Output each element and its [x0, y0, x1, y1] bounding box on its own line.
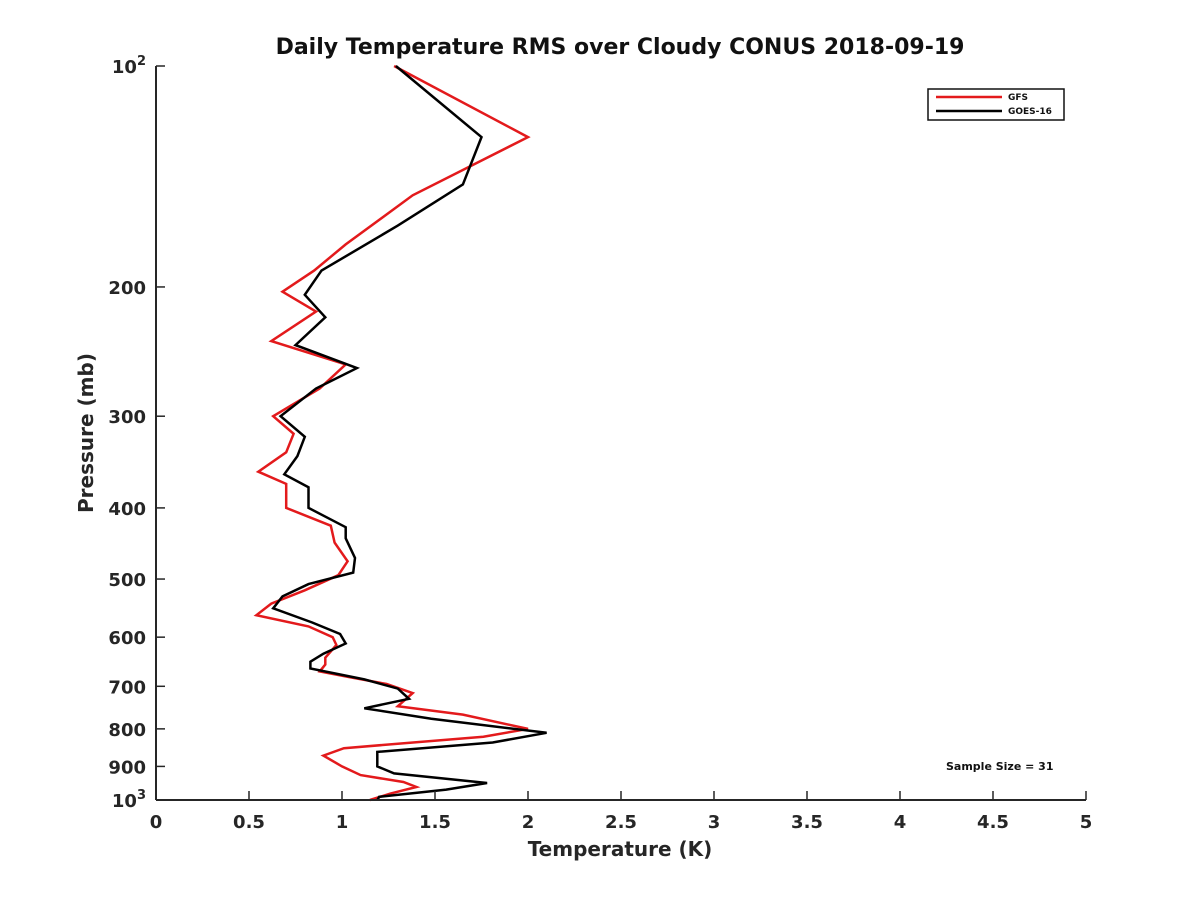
y-tick-label: 500 — [108, 570, 146, 591]
y-tick-label: 700 — [108, 677, 146, 698]
y-tick-label: 300 — [108, 407, 146, 428]
x-tick-label: 4.5 — [977, 812, 1009, 833]
x-tick-label: 0 — [150, 812, 163, 833]
series-line-gfs — [253, 64, 531, 802]
x-tick-label: 1.5 — [419, 812, 451, 833]
y-tick-label: 400 — [108, 499, 146, 520]
legend-label-goes16: GOES-16 — [1008, 107, 1052, 117]
y-tick-label: 102 — [112, 54, 146, 78]
y-tick-label: 200 — [108, 278, 146, 299]
series-layer — [253, 64, 547, 802]
x-tick-label: 1 — [336, 812, 349, 833]
x-tick-label: 2.5 — [605, 812, 637, 833]
x-tick-label: 3.5 — [791, 812, 823, 833]
x-axis-label: Temperature (K) — [528, 837, 713, 861]
x-tick-label: 2 — [522, 812, 535, 833]
series-line-goes-16 — [271, 65, 547, 801]
x-tick-label: 0.5 — [233, 812, 265, 833]
y-axis-label: Pressure (mb) — [74, 353, 98, 513]
legend: GFS GOES-16 — [927, 88, 1065, 121]
x-ticks: 0 0.5 1 1.5 2 2.5 3 3.5 4 4.5 5 — [150, 791, 1093, 833]
x-tick-label: 4 — [894, 812, 907, 833]
y-tick-label: 800 — [108, 720, 146, 741]
legend-label-gfs: GFS — [1008, 93, 1028, 103]
sample-size-annotation: Sample Size = 31 — [946, 760, 1053, 773]
x-tick-label: 3 — [708, 812, 721, 833]
legend-box — [927, 88, 1065, 121]
y-tick-label: 600 — [108, 628, 146, 649]
chart-title: Daily Temperature RMS over Cloudy CONUS … — [276, 35, 965, 60]
x-tick-label: 5 — [1080, 812, 1093, 833]
y-tick-label: 900 — [108, 757, 146, 778]
y-ticks: 102 200 300 400 500 600 700 800 900 103 — [108, 54, 165, 812]
y-tick-label: 103 — [112, 788, 146, 812]
